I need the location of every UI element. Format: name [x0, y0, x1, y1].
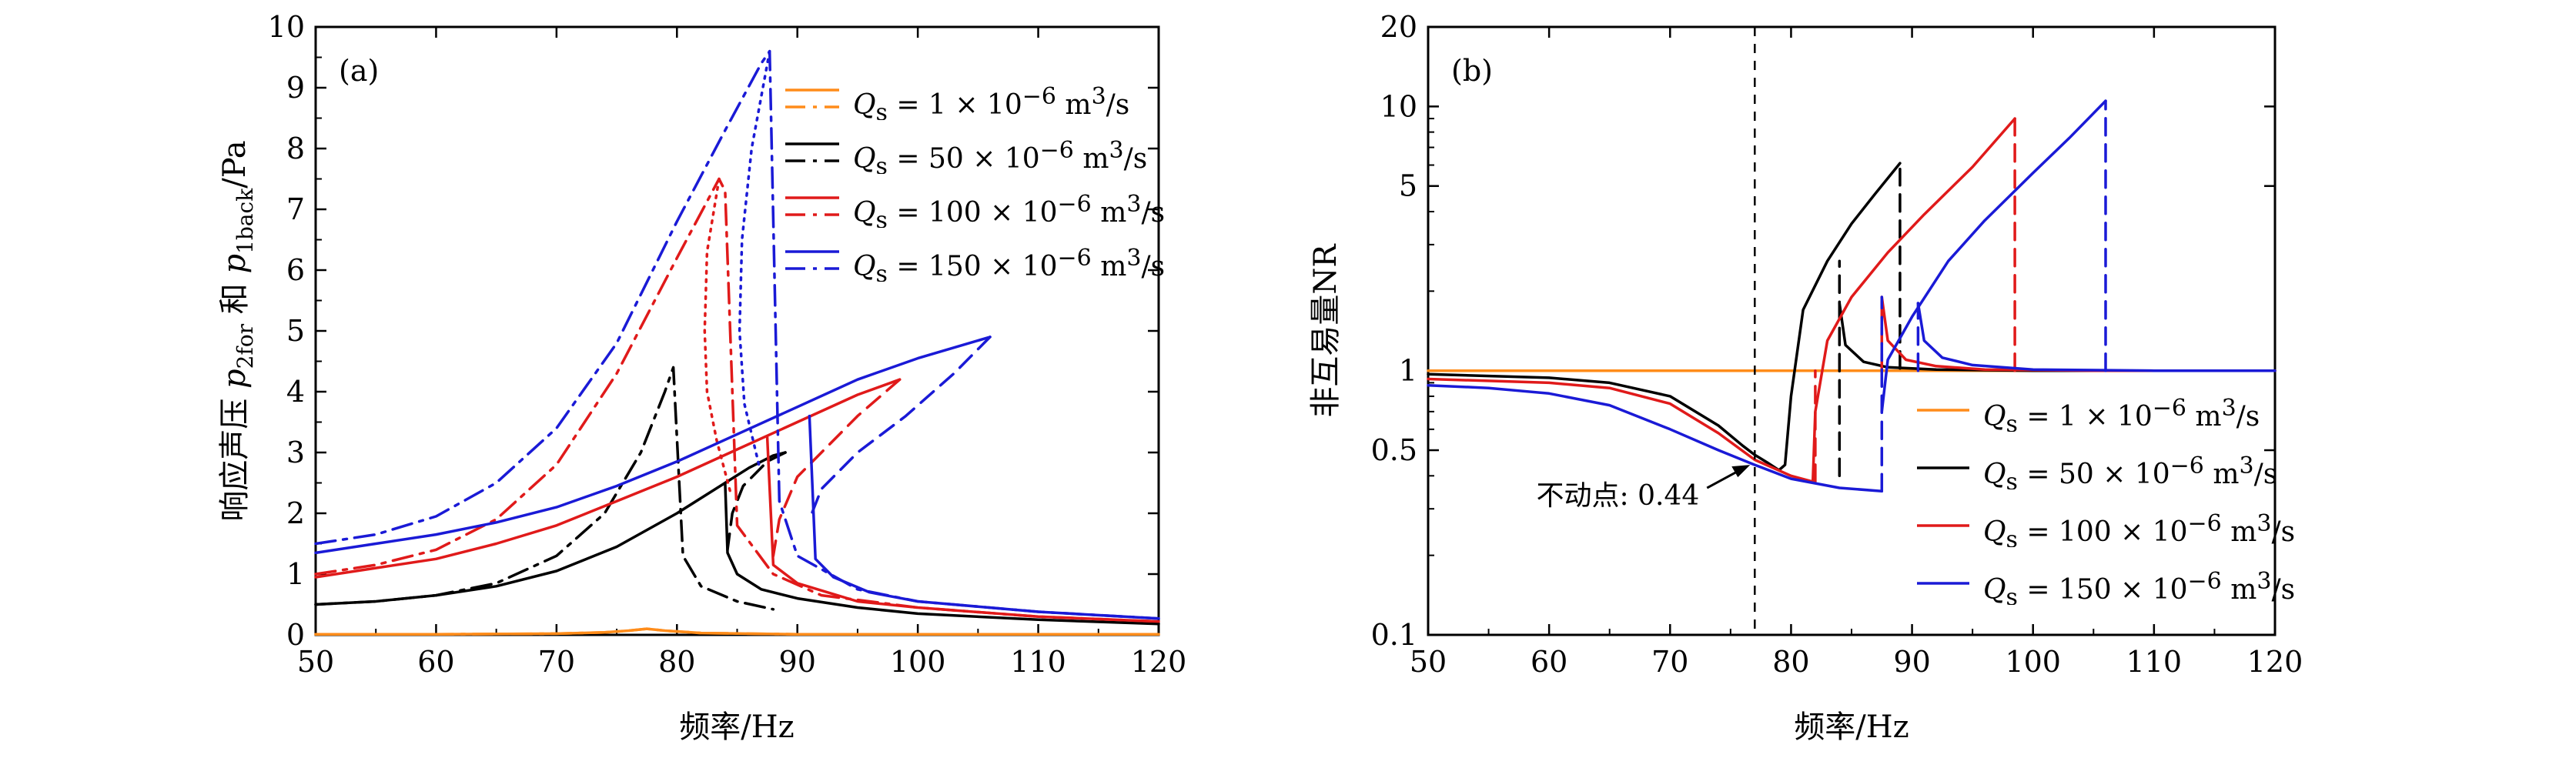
- series-line-blue-solid: [808, 414, 1160, 620]
- panel-a: 50 60 70 80 90 100 110 120 0 1 2 3 4 5 6 7 8 9 10 (a) 频率/H…: [217, 10, 1187, 745]
- series-line-orange-dashdot: [314, 627, 1160, 636]
- panel-a-series: [314, 49, 1160, 636]
- legend-entry: Qs = 100 × 10−6 m3/s: [1983, 510, 2296, 547]
- y-tick-label: 1: [286, 557, 305, 591]
- panel-a-ylabel-p2: p: [217, 254, 253, 274]
- fixed-point-annotation: 不动点: 0.44: [1537, 480, 1700, 512]
- panel-a-ylabel-sub2: 1back: [233, 188, 258, 254]
- y-tick-label: 20: [1380, 10, 1417, 44]
- y-tick-label: 10: [268, 10, 305, 44]
- y-tick-label: 8: [286, 132, 305, 165]
- panel-b: 50 60 70 80 90 100 110 120 0.1 0.5 1 5 10 20 (b) 频率/H…: [1308, 10, 2303, 745]
- x-tick-label: 90: [779, 645, 816, 679]
- panel-a-ylabel-sub1: 2for: [233, 323, 258, 369]
- y-tick-label: 9: [286, 71, 305, 105]
- series-line-black-solid: [1427, 162, 1902, 472]
- y-tick-label: 10: [1380, 89, 1417, 123]
- x-tick-label: 70: [538, 645, 575, 679]
- x-tick-label: 80: [1772, 645, 1809, 679]
- y-tick-label: 7: [286, 192, 305, 226]
- legend-entry: Qs = 150 × 10−6 m3/s: [853, 245, 1166, 282]
- y-tick-label: 5: [286, 314, 305, 348]
- x-tick-label: 50: [297, 645, 334, 679]
- series-line-blue-solid: [1427, 383, 1884, 493]
- x-tick-label: 80: [658, 645, 695, 679]
- series-line-blue-dashed: [808, 336, 992, 521]
- y-tick-label: 2: [286, 496, 305, 530]
- legend-entry: Qs = 1 × 10−6 m3/s: [1983, 395, 2260, 432]
- panel-b-legend: Qs = 1 × 10−6 m3/s Qs = 50 × 10−6 m3/s Qs …: [1917, 395, 2296, 605]
- legend-entry: Qs = 100 × 10−6 m3/s: [853, 191, 1166, 228]
- series-line-red-solid: [765, 436, 1160, 623]
- x-tick-label: 120: [1131, 645, 1187, 679]
- panel-b-tag: (b): [1451, 54, 1493, 88]
- panel-a-ticks: 50 60 70 80 90 100 110 120 0 1 2 3 4 5 6 7 8 9 10: [268, 10, 1187, 679]
- panel-a-ylabel-unit: /Pa: [217, 140, 253, 188]
- panel-a-ylabel-p: p: [217, 369, 253, 389]
- y-tick-label: 0.1: [1371, 618, 1417, 652]
- panel-a-xlabel: 频率/Hz: [679, 710, 794, 745]
- legend-label: Qs = 50 × 10−6 m3/s: [853, 137, 1148, 174]
- x-tick-label: 100: [2005, 645, 2061, 679]
- series-line-red-dashed: [771, 378, 902, 558]
- panel-a-ylabel-part2: 和: [217, 273, 253, 323]
- legend-entry: Qs = 1 × 10−6 m3/s: [853, 83, 1130, 120]
- series-line-black-dashdot: [314, 366, 775, 611]
- panel-b-ticks: 50 60 70 80 90 100 110 120 0.1 0.5 1 5 10 20: [1371, 10, 2303, 679]
- legend-label: Qs = 100 × 10−6 m3/s: [1983, 510, 2296, 547]
- legend-label: Qs = 1 × 10−6 m3/s: [1983, 395, 2260, 432]
- x-tick-label: 120: [2247, 645, 2303, 679]
- series-line-blue-solid: [1880, 99, 2107, 413]
- y-tick-label: 0.5: [1371, 433, 1417, 467]
- x-tick-label: 70: [1651, 645, 1688, 679]
- y-tick-label: 1: [1399, 354, 1417, 388]
- x-tick-label: 60: [1531, 645, 1567, 679]
- x-tick-label: 110: [2126, 645, 2183, 679]
- series-line-blue-dotted: [738, 49, 771, 466]
- series-line-black-solid: [314, 451, 787, 606]
- legend-label: Qs = 100 × 10−6 m3/s: [853, 191, 1166, 228]
- panel-a-ylabel-part1: 响应声压: [217, 389, 253, 522]
- series-line-blue-solid: [314, 336, 992, 555]
- series-line-blue-dashdot: [314, 49, 1160, 620]
- panel-b-ylabel: 非互易量NR: [1308, 243, 1343, 418]
- x-tick-label: 50: [1410, 645, 1447, 679]
- annotation-arrowhead: [1731, 465, 1751, 478]
- legend-label: Qs = 150 × 10−6 m3/s: [853, 245, 1166, 282]
- panel-b-annotation: 不动点: 0.44: [1537, 27, 1756, 635]
- y-tick-label: 5: [1399, 169, 1417, 203]
- y-tick-label: 0: [286, 618, 305, 652]
- legend-entry: Qs = 50 × 10−6 m3/s: [853, 137, 1148, 174]
- x-tick-label: 110: [1010, 645, 1066, 679]
- x-tick-label: 60: [417, 645, 454, 679]
- series-line-black-dashed: [726, 451, 787, 552]
- legend-label: Qs = 150 × 10−6 m3/s: [1983, 568, 2296, 605]
- series-line-black-solid: [1838, 302, 2277, 372]
- series-line-red-solid: [1880, 296, 2277, 372]
- panel-b-xlabel: 频率/Hz: [1794, 710, 1909, 745]
- x-tick-label: 90: [1893, 645, 1930, 679]
- y-tick-label: 6: [286, 253, 305, 287]
- legend-label: Qs = 1 × 10−6 m3/s: [853, 83, 1130, 120]
- panel-b-series: [1427, 99, 2277, 493]
- legend-label: Qs = 50 × 10−6 m3/s: [1983, 452, 2278, 489]
- series-line-red-solid: [314, 378, 902, 579]
- legend-entry: Qs = 50 × 10−6 m3/s: [1983, 452, 2278, 489]
- legend-entry: Qs = 150 × 10−6 m3/s: [1983, 568, 2296, 605]
- series-line-black-solid: [724, 481, 1160, 626]
- series-line-red-dotted: [703, 177, 733, 497]
- panel-a-tag: (a): [339, 54, 379, 88]
- panel-a-ylabel: 响应声压 p2for 和 p1back/Pa: [217, 140, 258, 521]
- x-tick-label: 100: [890, 645, 946, 679]
- y-tick-label: 3: [286, 436, 305, 469]
- y-tick-label: 4: [286, 375, 305, 409]
- panel-a-legend: Qs = 1 × 10−6 m3/s Qs = 50 × 10−6 m3/s Qs …: [785, 83, 1166, 282]
- series-line-blue-solid: [1916, 302, 2277, 372]
